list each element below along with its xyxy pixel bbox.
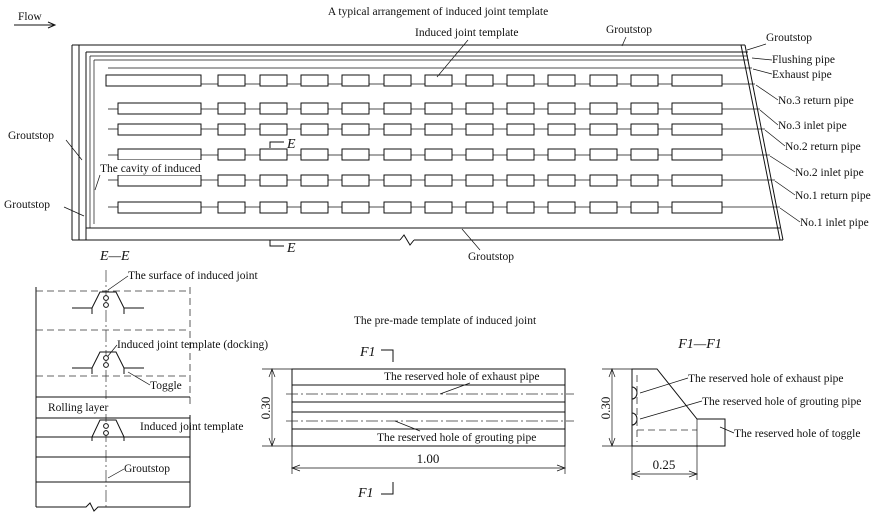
- mark-f1-bottom: F1: [357, 486, 374, 501]
- label-cavity: The cavity of induced: [100, 163, 201, 175]
- label-f1-toggle-hole: The reserved hole of toggle: [734, 428, 860, 440]
- label-ee-groutstop: Groutstop: [124, 463, 170, 475]
- flow-indicator: Flow: [14, 11, 57, 29]
- trapezoid-template-2: [72, 351, 144, 374]
- flow-label: Flow: [18, 11, 42, 23]
- template-row-6: [117, 201, 723, 214]
- label-no1-inlet: No.1 inlet pipe: [800, 217, 869, 229]
- label-groutstop-right: Groutstop: [766, 32, 812, 44]
- section-ee-title: E—E: [99, 249, 130, 264]
- section-mark-e-bottom: E: [286, 241, 296, 256]
- label-toggle: Toggle: [150, 380, 182, 392]
- label-no2-inlet: No.2 inlet pipe: [795, 167, 864, 179]
- plan-title: A typical arrangement of induced joint t…: [328, 6, 548, 18]
- label-surface: The surface of induced joint: [128, 270, 258, 282]
- label-no1-return: No.1 return pipe: [795, 190, 871, 202]
- label-exhaust-pipe: Exhaust pipe: [772, 69, 832, 81]
- premade-template-view: The pre-made template of induced joint F…: [258, 315, 574, 501]
- label-groutstop-left-1: Groutstop: [8, 130, 54, 142]
- dim-f1-height: 0.30: [598, 397, 613, 420]
- label-no3-inlet: No.3 inlet pipe: [778, 120, 847, 132]
- label-ee-template: Induced joint template: [140, 421, 243, 433]
- mark-f1-top: F1: [359, 345, 376, 360]
- label-groutstop-left-2: Groutstop: [4, 199, 50, 211]
- label-induced-template: Induced joint template: [415, 27, 518, 39]
- arrow-right-icon: [47, 21, 57, 29]
- template-row-5: [117, 174, 723, 187]
- label-exhaust-hole: The reserved hole of exhaust pipe: [384, 371, 540, 383]
- dim-premade-length: 1.00: [417, 451, 440, 466]
- label-docking: Induced joint template (docking): [117, 339, 268, 351]
- label-no3-return: No.3 return pipe: [778, 95, 854, 107]
- section-f1: F1—F1 The reserved hole of exhaust pipe …: [598, 337, 861, 480]
- trapezoid-template-3: [72, 419, 144, 441]
- label-no2-return: No.2 return pipe: [785, 141, 861, 153]
- section-mark-e-top: E: [286, 137, 296, 152]
- template-row-1: [105, 74, 723, 87]
- template-row-4: [117, 148, 723, 161]
- label-groutstop-top: Groutstop: [606, 24, 652, 36]
- label-grouting-hole: The reserved hole of grouting pipe: [377, 432, 536, 444]
- premade-title: The pre-made template of induced joint: [354, 315, 537, 327]
- plan-view: A typical arrangement of induced joint t…: [4, 6, 871, 263]
- section-f1-title: F1—F1: [677, 337, 722, 352]
- template-row-3: [117, 123, 723, 136]
- label-f1-grouting-hole: The reserved hole of grouting pipe: [702, 396, 861, 408]
- label-f1-exhaust-hole: The reserved hole of exhaust pipe: [688, 373, 844, 385]
- dim-premade-height: 0.30: [258, 397, 273, 420]
- label-rolling-layer: Rolling layer: [48, 402, 109, 414]
- section-ee: E—E: [35, 249, 268, 512]
- dim-f1-width: 0.25: [653, 457, 676, 472]
- trapezoid-template-1: [72, 291, 144, 314]
- label-flushing-pipe: Flushing pipe: [772, 54, 835, 66]
- label-groutstop-bottom: Groutstop: [468, 251, 514, 263]
- template-row-2: [117, 102, 723, 115]
